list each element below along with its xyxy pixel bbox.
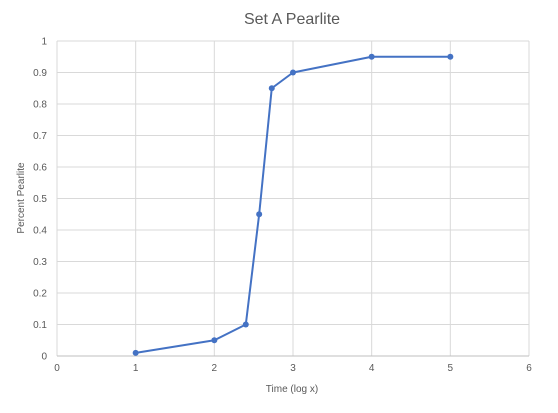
data-point [256, 211, 263, 218]
data-point [242, 321, 249, 328]
x-tick-label: 3 [290, 363, 296, 374]
x-tick-label: 1 [133, 363, 139, 374]
y-tick-label: 0.6 [33, 163, 47, 174]
data-point [211, 337, 218, 344]
series-line [135, 55, 451, 354]
y-axis-label: Percent Pearlite [16, 162, 27, 234]
y-tick-label: 0.9 [33, 68, 47, 79]
data-point [368, 53, 375, 60]
y-tick-labels: 0 0.1 0.2 0.3 0.4 0.5 0.6 0.7 0.8 0.9 1 [33, 37, 47, 363]
x-tick-labels: 0 1 2 3 4 5 6 [54, 363, 532, 374]
data-point [268, 85, 275, 92]
data-point [447, 53, 454, 60]
y-tick-label: 0.4 [33, 226, 47, 237]
y-tick-label: 0.5 [33, 194, 47, 205]
chart-title: Set A Pearlite [244, 11, 340, 28]
y-tick-label: 0.1 [33, 320, 47, 331]
y-tick-label: 0.2 [33, 289, 47, 300]
x-tick-label: 0 [54, 363, 60, 374]
y-tick-label: 0 [41, 352, 47, 363]
data-point [290, 69, 296, 76]
y-tick-label: 0.3 [33, 257, 47, 268]
x-tick-label: 4 [369, 363, 375, 374]
data-point [132, 349, 139, 356]
y-tick-label: 0.7 [33, 131, 47, 142]
x-tick-label: 2 [212, 363, 218, 374]
series [135, 55, 451, 354]
gridlines [56, 40, 530, 356]
x-axis-label: Time (log x) [266, 384, 318, 395]
y-tick-label: 0.8 [33, 100, 47, 111]
y-tick-label: 1 [41, 37, 47, 48]
x-tick-label: 5 [448, 363, 454, 374]
data-points [132, 53, 454, 356]
x-tick-label: 6 [526, 363, 532, 374]
